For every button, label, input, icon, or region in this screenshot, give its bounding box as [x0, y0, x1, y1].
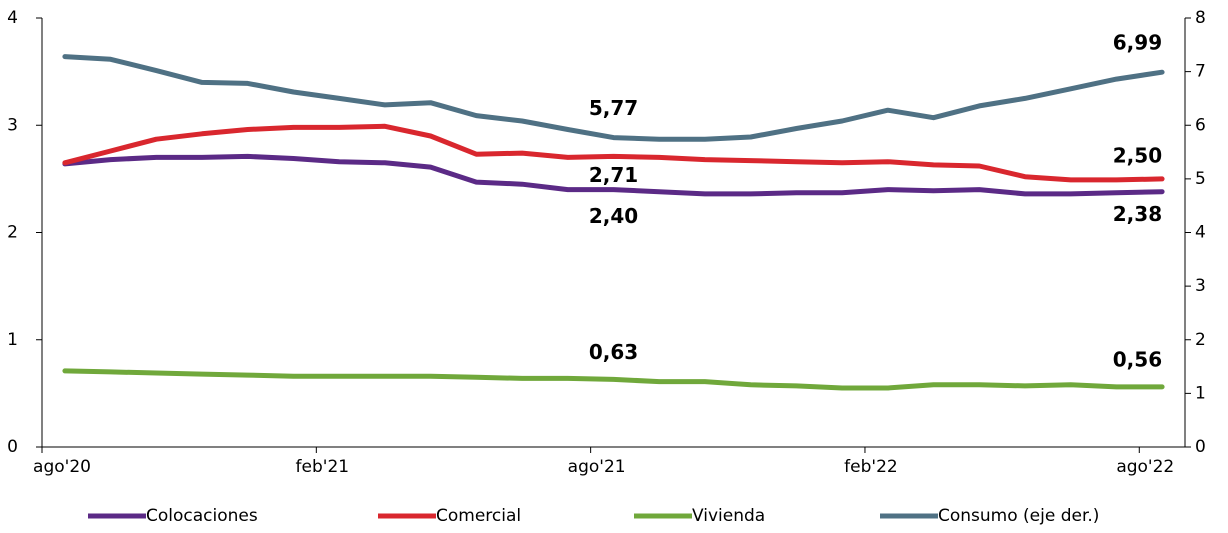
- y-tick-label: 0: [7, 437, 18, 457]
- value-label: 2,71: [589, 163, 638, 187]
- y2-tick-label: 2: [1195, 330, 1206, 350]
- y2-tick-label: 5: [1195, 169, 1206, 189]
- y-tick-label: 4: [7, 8, 18, 28]
- legend-label: Comercial: [436, 506, 521, 526]
- x-tick-label: ago'21: [568, 457, 626, 477]
- value-label: 0,63: [589, 340, 638, 364]
- legend-label: Consumo (eje der.): [938, 506, 1099, 526]
- value-label: 5,77: [589, 96, 638, 120]
- legend-label: Vivienda: [692, 506, 765, 526]
- series-line: [62, 54, 1165, 142]
- series-line: [62, 123, 1165, 183]
- value-label: 2,40: [589, 204, 638, 228]
- y2-tick-label: 6: [1195, 115, 1206, 135]
- value-label: 0,56: [1113, 347, 1162, 371]
- y-tick-label: 3: [7, 115, 18, 135]
- series-line: [62, 153, 1165, 197]
- series-line: [62, 368, 1165, 391]
- x-tick-label: feb'21: [296, 457, 350, 477]
- y2-tick-label: 3: [1195, 276, 1206, 296]
- y2-tick-label: 7: [1195, 62, 1206, 82]
- y2-tick-label: 4: [1195, 223, 1206, 243]
- value-label: 6,99: [1113, 31, 1162, 55]
- y-tick-label: 2: [7, 223, 18, 243]
- y-tick-label: 1: [7, 330, 18, 350]
- legend-label: Colocaciones: [146, 506, 258, 526]
- y2-tick-label: 0: [1195, 437, 1206, 457]
- x-tick-label: ago'20: [33, 457, 91, 477]
- y2-tick-label: 8: [1195, 8, 1206, 28]
- value-label: 2,38: [1113, 202, 1162, 226]
- value-label: 2,50: [1113, 143, 1162, 167]
- x-tick-label: feb'22: [844, 457, 898, 477]
- y2-tick-label: 1: [1195, 383, 1206, 403]
- x-tick-label: ago'22: [1116, 457, 1174, 477]
